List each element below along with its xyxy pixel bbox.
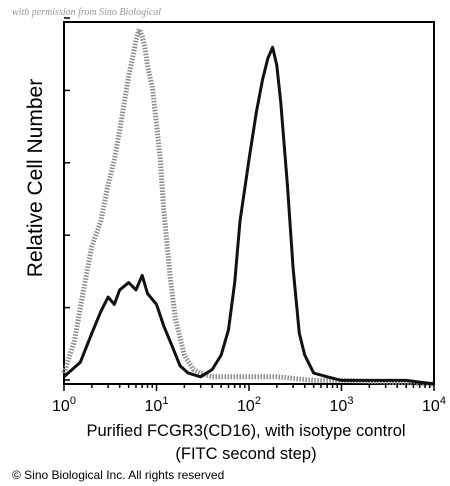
x-tick-label: 104 bbox=[422, 395, 446, 415]
series-layer bbox=[61, 26, 435, 387]
x-axis-label: Purified FCGR3(CD16), with isotype contr… bbox=[86, 422, 405, 440]
x-tick-label: 100 bbox=[52, 395, 76, 415]
isotype-control-trace bbox=[61, 26, 435, 387]
x-axis-ticks bbox=[63, 384, 435, 391]
y-axis-ticks bbox=[64, 17, 70, 381]
fcgr3-cd16-trace bbox=[63, 45, 435, 386]
y-axis-label: Relative Cell Number bbox=[24, 79, 47, 277]
copyright-text: © Sino Biological Inc. All rights reserv… bbox=[12, 468, 224, 482]
x-tick-label: 103 bbox=[330, 395, 354, 415]
x-axis-label-line2: (FITC second step) bbox=[175, 445, 316, 463]
plot-area bbox=[61, 17, 435, 391]
x-axis-tick-labels: 100 101 102 103 104 bbox=[52, 395, 446, 415]
watermark-text: with permission from Sino Biological bbox=[12, 7, 161, 18]
x-tick-label: 102 bbox=[237, 395, 261, 415]
x-tick-label: 101 bbox=[145, 395, 169, 415]
plot-frame bbox=[63, 21, 435, 385]
